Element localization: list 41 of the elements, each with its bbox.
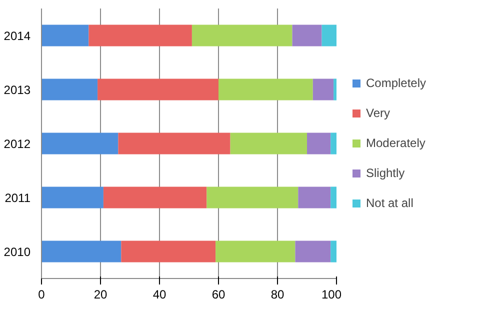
bar	[42, 186, 104, 208]
bar	[42, 132, 118, 154]
bar	[330, 132, 336, 154]
y-tick-label: 2010	[4, 245, 31, 259]
legend-label: Moderately	[366, 136, 426, 150]
bar	[307, 132, 331, 154]
bar	[312, 78, 334, 100]
x-tick-label: 60	[212, 288, 226, 302]
bar	[42, 240, 122, 262]
bar	[103, 186, 207, 208]
y-tick-label: 2011	[4, 191, 31, 205]
x-tick-label: 40	[152, 288, 166, 302]
bar	[298, 186, 331, 208]
legend-label: Very	[366, 106, 390, 120]
x-tick-label: 0	[38, 288, 46, 302]
y-tick-label: 2013	[4, 83, 31, 97]
x-tick-label: 80	[270, 288, 284, 302]
bar	[292, 24, 322, 46]
bar	[330, 186, 336, 208]
bar	[42, 24, 89, 46]
bar	[42, 78, 98, 100]
bar	[230, 132, 307, 154]
x-tick-label: 20	[94, 288, 108, 302]
bar	[295, 240, 331, 262]
y-tick-label: 2014	[4, 29, 31, 43]
bar	[206, 186, 298, 208]
bar	[334, 78, 336, 100]
legend-label: Completely	[366, 76, 426, 90]
bar	[98, 78, 218, 100]
legend-label: Slightly	[366, 166, 405, 180]
bar	[218, 78, 313, 100]
y-tick-label: 2012	[4, 137, 31, 151]
bar	[88, 24, 192, 46]
legend-label: Not at all	[366, 196, 414, 210]
x-tick-label: 100	[321, 288, 342, 302]
bar	[121, 240, 216, 262]
bar	[330, 240, 336, 262]
bar	[192, 24, 292, 46]
bar	[216, 240, 296, 262]
bar	[118, 132, 230, 154]
bar	[322, 24, 336, 46]
